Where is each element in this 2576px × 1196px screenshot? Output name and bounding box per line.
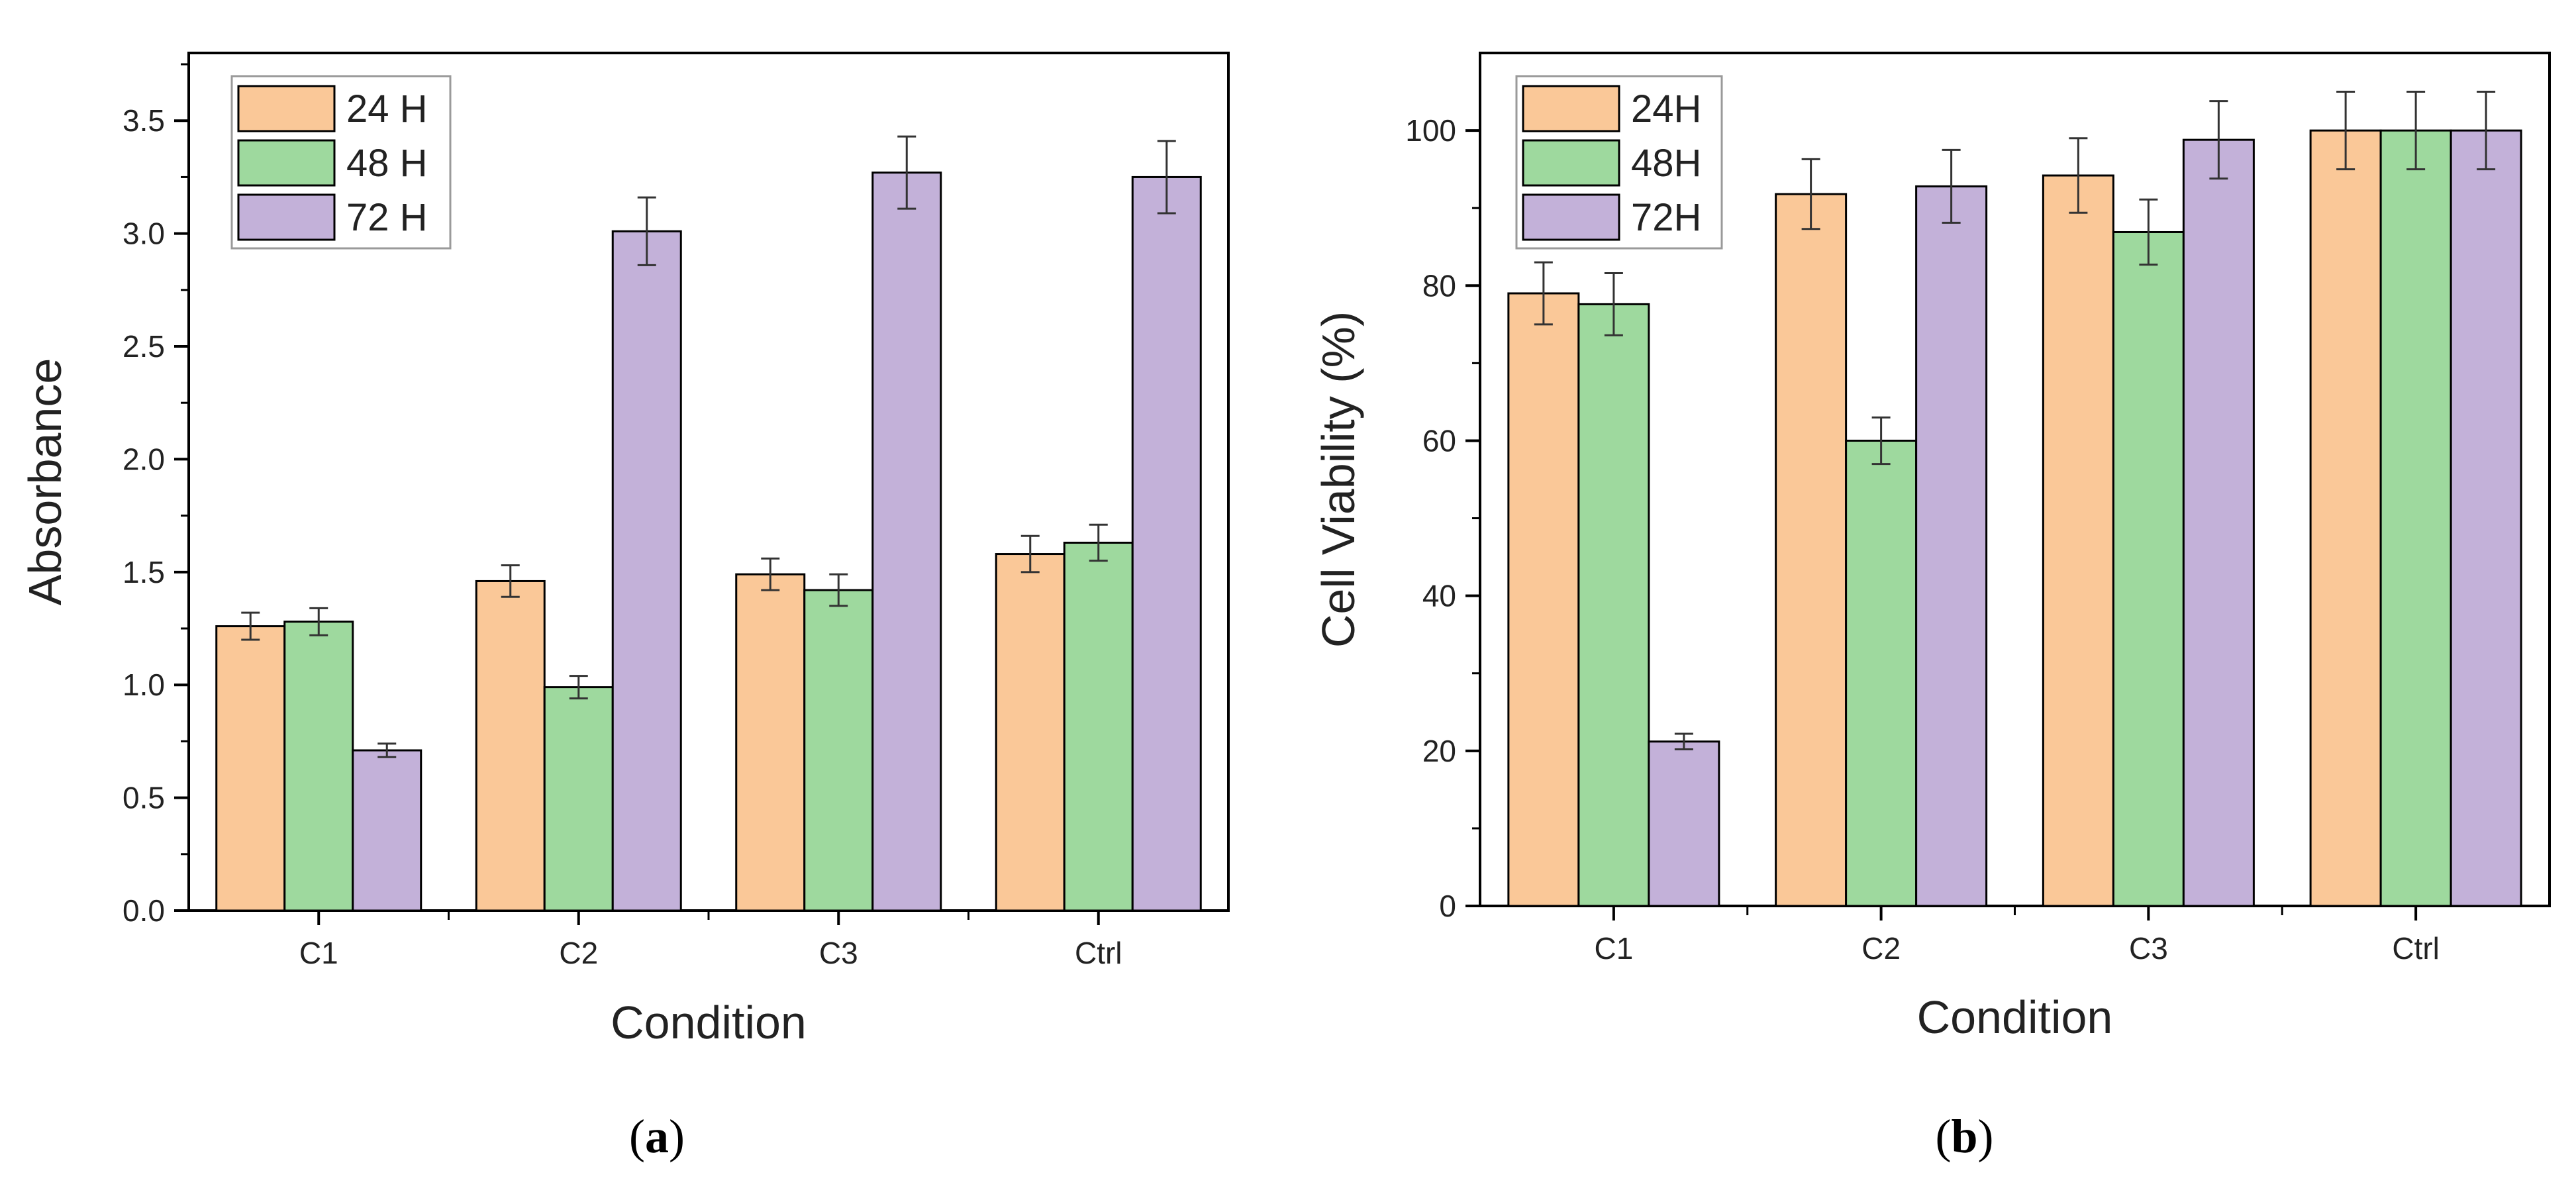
- legend-swatch: [1522, 193, 1620, 241]
- legend-entry-label: 48H: [1631, 142, 1701, 185]
- bar-c2-24h: [1775, 193, 1848, 907]
- legend-swatch: [1522, 139, 1620, 187]
- legend-entry-label: 72 H: [346, 196, 428, 239]
- y-tick-label: 20: [1422, 734, 1456, 768]
- legend: 24H 48H 72H: [1515, 75, 1723, 250]
- bar-c2-48h: [1845, 439, 1918, 907]
- y-tick-label: 40: [1422, 579, 1456, 613]
- y-tick-label: 0.0: [123, 893, 165, 928]
- bar-ctrl-48h: [2379, 129, 2452, 907]
- y-tick-label: 1.5: [123, 555, 165, 589]
- bar-c3-24h: [735, 573, 806, 912]
- y-tick-label: 60: [1422, 423, 1456, 458]
- y-tick-label: 3.5: [123, 103, 165, 138]
- legend-swatch: [237, 193, 336, 241]
- y-axis-title: Absorbance: [19, 358, 71, 606]
- bar-ctrl-24h: [995, 553, 1065, 912]
- bar-c1-48h: [1577, 303, 1650, 907]
- legend-swatch: [237, 139, 336, 187]
- legend-swatch: [237, 85, 336, 132]
- chart-panel-b: 0 20 40 60 80 100 C1 C2 C3 Ctrl Cell Viability (%)…: [1313, 52, 2551, 1163]
- bar-c1-24h: [215, 625, 286, 912]
- y-tick-label: 3.0: [123, 217, 165, 251]
- x-axis-title: Condition: [1917, 991, 2113, 1043]
- bar-c2-72h: [611, 230, 682, 912]
- legend-swatch: [1522, 85, 1620, 132]
- x-tick-label: Ctrl: [2392, 931, 2440, 966]
- chart-panel-a: 0.0 0.5 1.0 1.5 2.0 2.5 3.0 3.5 C1 C2 C3 Ctrl Absorb…: [19, 52, 1230, 1163]
- x-axis-title: Condition: [611, 997, 807, 1048]
- y-tick-label: 100: [1405, 113, 1456, 148]
- bar-c1-48h: [283, 621, 354, 912]
- legend-entry-label: 72H: [1631, 196, 1701, 239]
- x-tick-label: C1: [299, 936, 338, 970]
- x-tick-label: C3: [819, 936, 858, 970]
- x-tick-label: C2: [559, 936, 598, 970]
- x-tick-label: C1: [1594, 931, 1633, 966]
- bar-c3-48h: [803, 589, 874, 912]
- y-tick-label: 80: [1422, 268, 1456, 303]
- x-tick-label: C3: [2129, 931, 2168, 966]
- bar-ctrl-72h: [1131, 175, 1202, 912]
- y-tick-label: 2.0: [123, 442, 165, 476]
- bar-ctrl-24h: [2309, 129, 2382, 907]
- bar-ctrl-48h: [1063, 542, 1134, 912]
- y-tick-label: 1.0: [123, 668, 165, 702]
- y-tick-label: 0.5: [123, 781, 165, 815]
- y-axis-title: Cell Viability (%): [1313, 311, 1364, 648]
- x-tick-label: Ctrl: [1075, 936, 1122, 970]
- panel-label: (b): [1936, 1110, 1994, 1163]
- bar-ctrl-72h: [2450, 129, 2522, 907]
- y-tick-label: 0: [1439, 889, 1456, 923]
- bar-c1-72h: [352, 749, 422, 912]
- legend-entry-label: 24 H: [346, 87, 428, 130]
- bar-c3-48h: [2112, 230, 2185, 907]
- x-tick-label: C2: [1861, 931, 1901, 966]
- y-tick-label: 2.5: [123, 329, 165, 364]
- bar-c3-24h: [2042, 174, 2114, 907]
- bar-c3-72h: [2182, 138, 2255, 907]
- bar-c2-48h: [543, 686, 614, 912]
- bar-c2-72h: [1915, 185, 1988, 907]
- panel-label: (a): [629, 1110, 685, 1163]
- bar-c3-72h: [871, 172, 942, 912]
- bar-c2-24h: [475, 579, 546, 912]
- legend-entry-label: 48 H: [346, 142, 428, 185]
- bar-c1-72h: [1648, 740, 1720, 907]
- legend-entry-label: 24H: [1631, 87, 1701, 130]
- bar-c1-24h: [1507, 292, 1580, 907]
- legend: 24 H 48 H 72 H: [230, 75, 452, 250]
